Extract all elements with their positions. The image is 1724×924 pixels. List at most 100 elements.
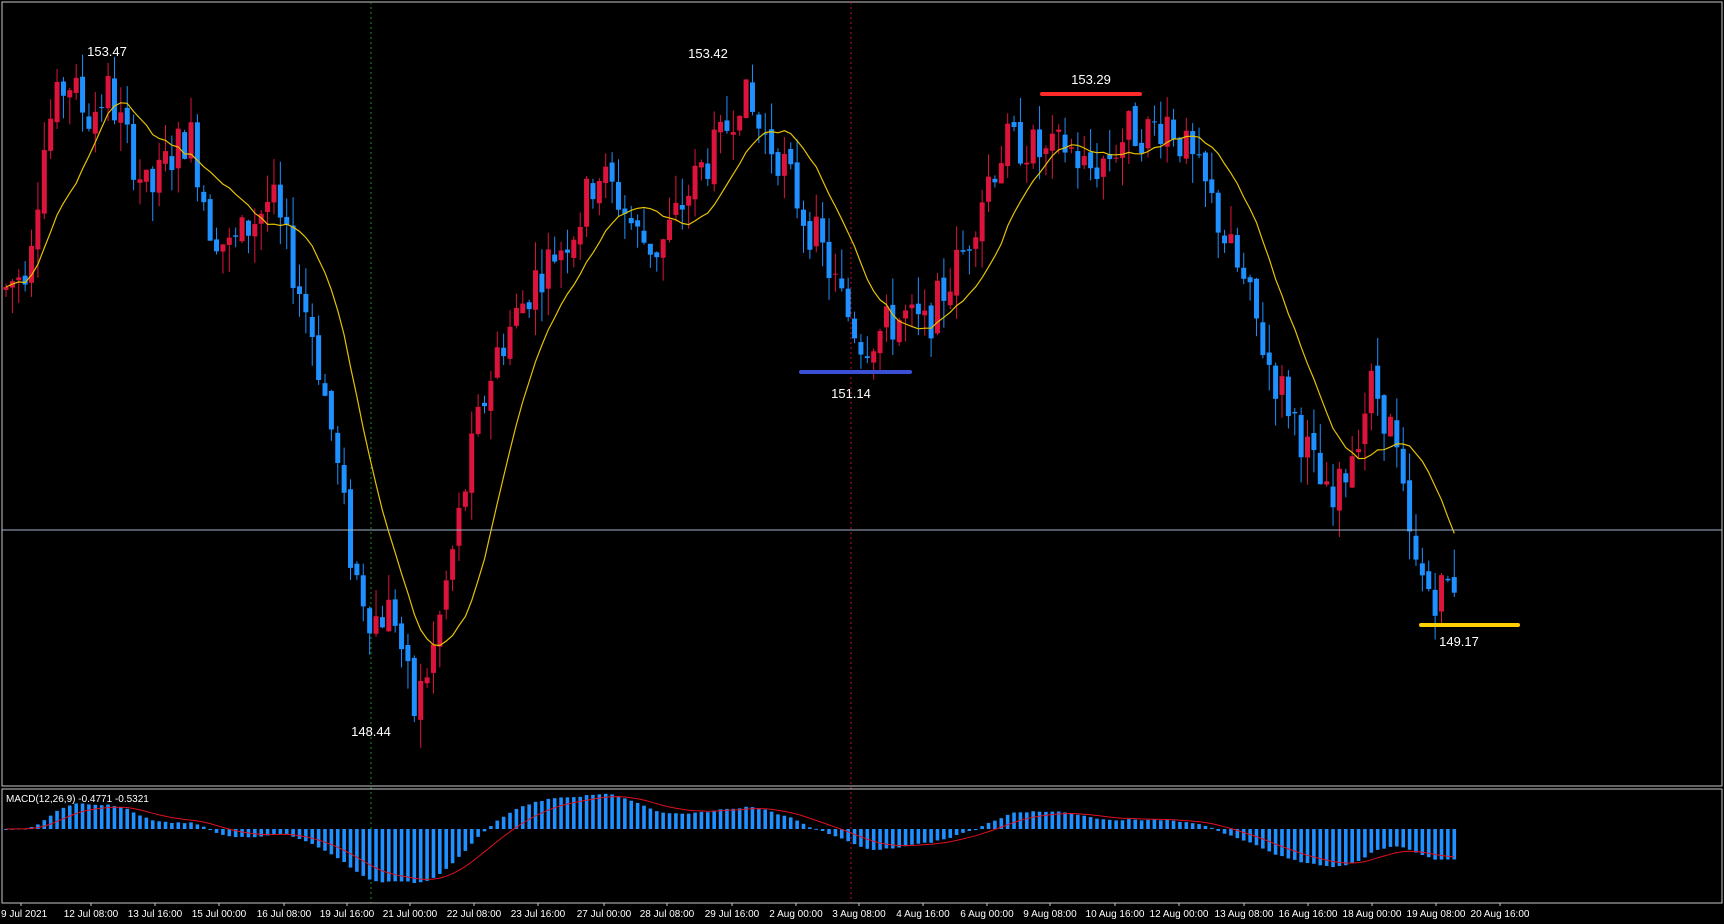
candle[interactable] <box>245 219 251 254</box>
candle[interactable] <box>35 182 41 278</box>
candle[interactable] <box>507 310 513 366</box>
candle[interactable] <box>494 331 500 380</box>
candle[interactable] <box>41 122 47 220</box>
candle[interactable] <box>1043 145 1049 176</box>
candle[interactable] <box>1426 560 1432 592</box>
macd-panel[interactable]: MACD(12,26,9) -0.4771 -0.5321 <box>1 788 1723 904</box>
candle[interactable] <box>1011 115 1017 132</box>
candle[interactable] <box>1407 453 1413 560</box>
candle[interactable] <box>730 110 736 161</box>
candle[interactable] <box>456 492 462 562</box>
candle[interactable] <box>1222 229 1228 253</box>
candle[interactable] <box>673 175 679 222</box>
candle[interactable] <box>99 94 105 123</box>
candle[interactable] <box>488 370 494 440</box>
candle[interactable] <box>1375 337 1381 416</box>
candle[interactable] <box>1183 117 1189 164</box>
candle[interactable] <box>584 176 590 237</box>
candle[interactable] <box>1215 189 1221 259</box>
candle[interactable] <box>960 230 966 255</box>
candle[interactable] <box>386 575 392 633</box>
candle[interactable] <box>290 197 296 305</box>
candle[interactable] <box>214 227 220 255</box>
candle[interactable] <box>1030 124 1036 169</box>
candle[interactable] <box>1113 144 1119 163</box>
candle[interactable] <box>635 214 641 248</box>
candle[interactable] <box>858 334 864 369</box>
candle[interactable] <box>67 87 73 125</box>
candle[interactable] <box>794 139 800 219</box>
candle[interactable] <box>16 269 22 304</box>
candle[interactable] <box>1145 116 1151 158</box>
candle[interactable] <box>1056 124 1062 154</box>
candle[interactable] <box>641 208 647 245</box>
candle[interactable] <box>769 103 775 174</box>
candle[interactable] <box>1120 128 1125 186</box>
candle[interactable] <box>1228 206 1234 244</box>
candle[interactable] <box>1062 117 1068 163</box>
candle[interactable] <box>807 211 813 259</box>
candle[interactable] <box>1068 138 1074 154</box>
candle[interactable] <box>482 395 487 414</box>
candle[interactable] <box>622 195 628 240</box>
candle[interactable] <box>1049 115 1055 179</box>
candle[interactable] <box>233 227 239 248</box>
candle[interactable] <box>309 303 315 366</box>
candle[interactable] <box>201 185 207 211</box>
candle[interactable] <box>890 278 896 356</box>
candle[interactable] <box>1285 370 1291 429</box>
candle[interactable] <box>392 589 398 633</box>
candle[interactable] <box>692 149 698 217</box>
candle[interactable] <box>1260 302 1266 359</box>
candle[interactable] <box>265 175 271 232</box>
candle[interactable] <box>335 426 341 485</box>
candle[interactable] <box>207 194 213 241</box>
candle[interactable] <box>1126 110 1132 164</box>
candle[interactable] <box>788 142 794 170</box>
candle[interactable] <box>1081 135 1087 170</box>
candle[interactable] <box>1324 462 1330 487</box>
candle[interactable] <box>813 194 819 253</box>
candle[interactable] <box>1273 362 1279 426</box>
candle[interactable] <box>105 62 111 122</box>
candle[interactable] <box>258 210 264 250</box>
candle[interactable] <box>163 125 168 172</box>
candle[interactable] <box>871 348 877 380</box>
candle[interactable] <box>679 178 685 230</box>
candle[interactable] <box>698 159 704 181</box>
candle[interactable] <box>1107 130 1113 172</box>
candle[interactable] <box>1279 365 1285 418</box>
candle[interactable] <box>609 152 615 204</box>
candle[interactable] <box>328 389 334 441</box>
candle[interactable] <box>1037 106 1043 180</box>
candle[interactable] <box>647 243 653 268</box>
candle[interactable] <box>915 277 921 336</box>
candle[interactable] <box>1100 155 1106 200</box>
candle[interactable] <box>1005 113 1011 178</box>
candle[interactable] <box>354 561 360 580</box>
candle[interactable] <box>1439 573 1444 626</box>
candle[interactable] <box>1017 97 1023 166</box>
candle[interactable] <box>1247 274 1253 301</box>
candle[interactable] <box>979 189 985 268</box>
candle[interactable] <box>1400 427 1406 492</box>
candle[interactable] <box>303 268 309 334</box>
candle[interactable] <box>29 229 35 297</box>
candle[interactable] <box>845 277 851 322</box>
candle[interactable] <box>3 283 9 297</box>
candle[interactable] <box>1445 575 1451 583</box>
candle[interactable] <box>1202 150 1208 207</box>
candle[interactable] <box>1292 408 1298 436</box>
candle[interactable] <box>1336 461 1342 538</box>
candle[interactable] <box>86 103 92 132</box>
candle[interactable] <box>175 121 181 193</box>
candle[interactable] <box>781 136 787 199</box>
candle[interactable] <box>966 245 972 275</box>
candle[interactable] <box>418 663 424 748</box>
candle[interactable] <box>1209 152 1215 204</box>
candle[interactable] <box>533 242 539 336</box>
candle[interactable] <box>552 236 558 264</box>
candle[interactable] <box>1311 409 1317 473</box>
candle[interactable] <box>73 64 79 100</box>
candle[interactable] <box>405 633 411 689</box>
